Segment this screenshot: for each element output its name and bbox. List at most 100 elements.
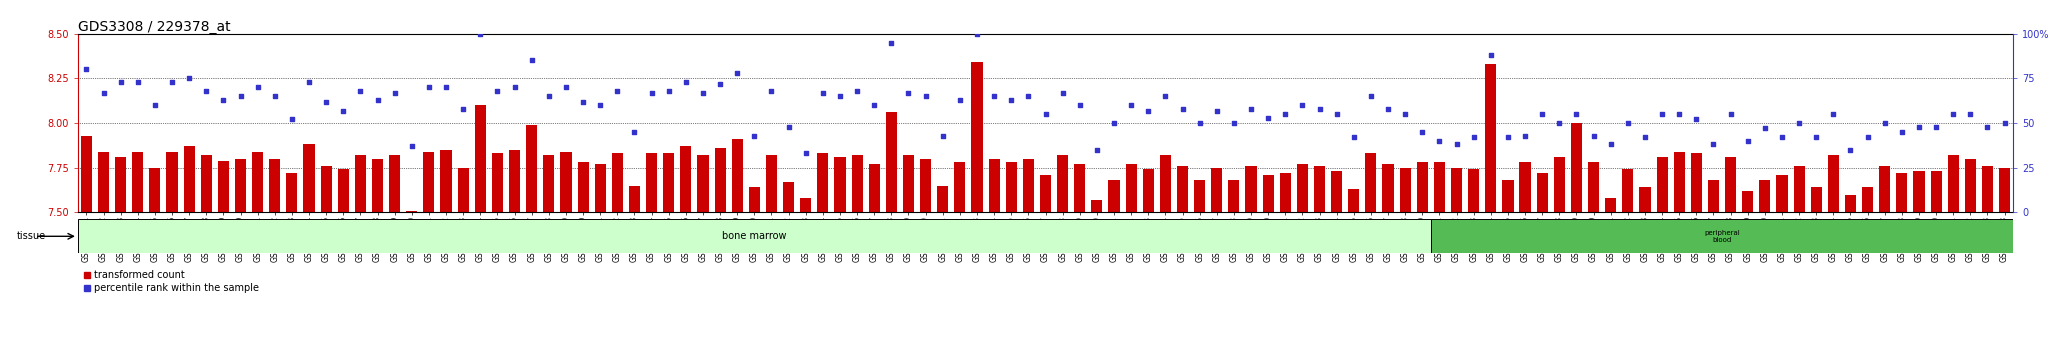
Bar bbox=[594, 164, 606, 354]
Bar bbox=[801, 198, 811, 354]
Bar bbox=[1194, 180, 1204, 354]
Point bbox=[858, 102, 891, 108]
Point bbox=[823, 93, 856, 99]
Text: GDS3308 / 229378_at: GDS3308 / 229378_at bbox=[78, 19, 231, 34]
Text: tissue: tissue bbox=[16, 232, 45, 241]
Bar bbox=[1485, 64, 1497, 354]
Point bbox=[1372, 106, 1405, 112]
Text: bone marrow: bone marrow bbox=[723, 231, 786, 241]
Point bbox=[1989, 120, 2021, 126]
Point bbox=[172, 75, 205, 81]
Bar bbox=[1143, 170, 1153, 354]
Point bbox=[1749, 126, 1782, 131]
Bar bbox=[561, 152, 571, 354]
Bar bbox=[1982, 166, 1993, 354]
Point bbox=[1509, 133, 1542, 138]
Bar bbox=[1880, 166, 1890, 354]
Bar bbox=[1845, 195, 1855, 354]
Point bbox=[807, 90, 840, 96]
Point bbox=[1184, 120, 1217, 126]
Bar bbox=[1931, 171, 1942, 354]
Point bbox=[1475, 52, 1507, 58]
Bar bbox=[1417, 162, 1427, 354]
Point bbox=[276, 116, 309, 122]
Bar bbox=[492, 153, 504, 354]
Bar bbox=[1040, 175, 1051, 354]
Bar bbox=[1399, 168, 1411, 354]
Point bbox=[293, 79, 326, 85]
Bar bbox=[1348, 189, 1360, 354]
Bar bbox=[834, 157, 846, 354]
Point bbox=[1133, 108, 1165, 113]
Point bbox=[1851, 135, 1884, 140]
Point bbox=[104, 79, 137, 85]
Bar bbox=[252, 152, 264, 354]
Bar bbox=[543, 155, 555, 354]
Point bbox=[995, 97, 1028, 103]
Bar bbox=[1432, 219, 2013, 253]
Bar bbox=[664, 153, 674, 354]
Bar bbox=[1331, 171, 1341, 354]
Point bbox=[1458, 135, 1491, 140]
Point bbox=[874, 40, 907, 45]
Bar bbox=[1638, 187, 1651, 354]
Point bbox=[670, 79, 702, 85]
Bar bbox=[1006, 162, 1016, 354]
Point bbox=[1012, 93, 1044, 99]
Point bbox=[1542, 120, 1575, 126]
Point bbox=[1647, 111, 1679, 117]
Bar bbox=[989, 159, 999, 354]
Bar bbox=[1673, 152, 1686, 354]
Bar bbox=[1022, 159, 1034, 354]
Bar bbox=[1536, 173, 1548, 354]
Point bbox=[1679, 116, 1712, 122]
Bar bbox=[287, 173, 297, 354]
Bar bbox=[1827, 155, 1839, 354]
Bar bbox=[1520, 162, 1530, 354]
Point bbox=[842, 88, 874, 94]
Bar bbox=[98, 152, 109, 354]
Point bbox=[1337, 135, 1370, 140]
Point bbox=[139, 102, 172, 108]
Bar bbox=[1468, 170, 1479, 354]
Point bbox=[1561, 111, 1593, 117]
Point bbox=[516, 58, 549, 63]
Bar bbox=[354, 155, 367, 354]
Point bbox=[686, 90, 719, 96]
Point bbox=[600, 88, 633, 94]
Bar bbox=[766, 155, 776, 354]
Point bbox=[328, 108, 360, 113]
Bar bbox=[578, 162, 588, 354]
Bar bbox=[166, 152, 178, 354]
Bar bbox=[1280, 173, 1290, 354]
Bar bbox=[268, 159, 281, 354]
Bar bbox=[817, 153, 829, 354]
Bar bbox=[1948, 155, 1958, 354]
Bar bbox=[424, 152, 434, 354]
Text: peripheral
blood: peripheral blood bbox=[1704, 230, 1741, 243]
Point bbox=[1663, 111, 1696, 117]
Point bbox=[1321, 111, 1354, 117]
Point bbox=[223, 93, 256, 99]
Legend: transformed count, percentile rank within the sample: transformed count, percentile rank withi… bbox=[82, 270, 260, 293]
Bar bbox=[510, 150, 520, 354]
Bar bbox=[629, 185, 641, 354]
Point bbox=[772, 124, 805, 130]
Point bbox=[1970, 124, 2003, 130]
Point bbox=[481, 88, 514, 94]
Bar bbox=[1229, 180, 1239, 354]
Bar bbox=[373, 159, 383, 354]
Point bbox=[532, 93, 565, 99]
Point bbox=[1286, 102, 1319, 108]
Point bbox=[309, 99, 342, 104]
Bar bbox=[920, 159, 932, 354]
Bar bbox=[236, 159, 246, 354]
Bar bbox=[852, 155, 862, 354]
Bar bbox=[184, 146, 195, 354]
Point bbox=[1389, 111, 1421, 117]
Point bbox=[1217, 120, 1249, 126]
Bar bbox=[698, 155, 709, 354]
Bar bbox=[1366, 153, 1376, 354]
Point bbox=[1440, 142, 1473, 147]
Point bbox=[737, 133, 770, 138]
